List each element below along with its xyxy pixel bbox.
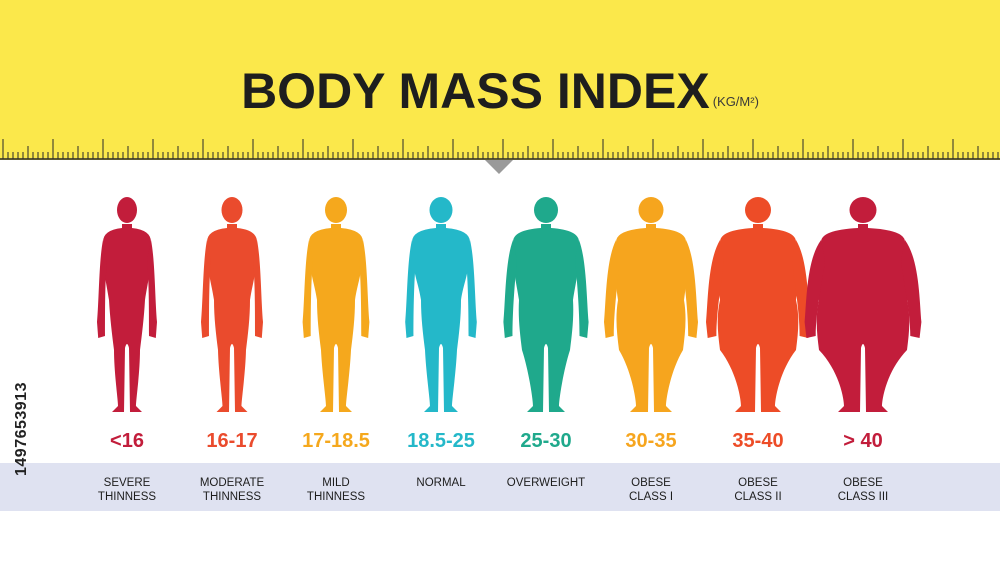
bmi-range-5: 25-30 bbox=[520, 430, 572, 452]
body-silhouette-6 bbox=[604, 197, 698, 412]
left-arm-shape bbox=[804, 240, 825, 338]
bmi-category-1: SEVERE THINNESS bbox=[97, 477, 157, 503]
left-arm-shape bbox=[604, 240, 620, 338]
right-arm-shape bbox=[901, 240, 922, 338]
body-shape bbox=[309, 224, 363, 412]
right-arm-shape bbox=[466, 240, 477, 338]
right-arm-shape bbox=[359, 240, 370, 338]
stock-id-text: 1497653913 bbox=[13, 382, 30, 476]
left-arm-shape bbox=[405, 240, 416, 338]
title-text: BODY MASS INDEX bbox=[241, 63, 710, 119]
bmi-range-6: 30-35 bbox=[625, 430, 677, 452]
right-arm-shape bbox=[575, 240, 589, 338]
body-silhouette-8 bbox=[804, 197, 922, 412]
right-arm-shape bbox=[682, 240, 698, 338]
page-title: BODY MASS INDEX (KG/M²) bbox=[0, 62, 1000, 120]
bmi-category-2: MODERATE THINNESS bbox=[199, 477, 265, 503]
left-arm-shape bbox=[201, 240, 211, 338]
head-shape bbox=[117, 197, 137, 223]
body-shape bbox=[103, 224, 151, 412]
ruler-scale bbox=[0, 139, 1000, 160]
body-silhouette-1 bbox=[97, 197, 157, 412]
head-shape bbox=[429, 197, 453, 223]
left-arm-shape bbox=[302, 240, 313, 338]
head-shape bbox=[534, 197, 558, 223]
body-shape bbox=[816, 224, 910, 412]
bmi-range-4: 18.5-25 bbox=[407, 430, 475, 452]
body-silhouette-4 bbox=[405, 197, 477, 412]
head-shape bbox=[638, 197, 664, 223]
pointer-marker-icon bbox=[485, 160, 513, 174]
body-shape bbox=[615, 224, 687, 412]
bmi-category-7: OBESE CLASS II bbox=[734, 477, 782, 503]
right-arm-shape bbox=[147, 240, 157, 338]
body-silhouette-2 bbox=[201, 197, 263, 412]
body-silhouette-7 bbox=[706, 197, 810, 412]
bmi-range-8: > 40 bbox=[843, 430, 883, 452]
bmi-range-7: 35-40 bbox=[732, 430, 784, 452]
left-arm-shape bbox=[97, 240, 107, 338]
bmi-range-2: 16-17 bbox=[206, 430, 258, 452]
left-arm-shape bbox=[503, 240, 517, 338]
bmi-category-8: OBESE CLASS III bbox=[837, 477, 889, 503]
bmi-category-3: MILD THINNESS bbox=[306, 477, 366, 503]
body-silhouette-5 bbox=[503, 197, 589, 412]
head-shape bbox=[221, 197, 243, 223]
category-band bbox=[0, 463, 1000, 511]
body-shape bbox=[717, 224, 799, 412]
body-silhouette-3 bbox=[302, 197, 370, 412]
bmi-category-4: NORMAL bbox=[416, 477, 466, 489]
body-shape bbox=[412, 224, 470, 412]
head-shape bbox=[745, 197, 771, 223]
stock-id: 1497653913 bbox=[12, 320, 32, 540]
header-banner bbox=[0, 0, 1000, 160]
body-shape bbox=[513, 224, 579, 412]
left-arm-shape bbox=[706, 240, 724, 338]
bmi-category-6: OBESE CLASS I bbox=[628, 477, 674, 503]
right-arm-shape bbox=[253, 240, 263, 338]
figures-row bbox=[0, 190, 1000, 420]
bmi-range-3: 17-18.5 bbox=[302, 430, 370, 452]
bmi-range-1: <16 bbox=[110, 430, 144, 452]
head-shape bbox=[849, 197, 877, 223]
title-unit: (KG/M²) bbox=[712, 94, 759, 109]
body-shape bbox=[207, 224, 257, 412]
bmi-category-5: OVERWEIGHT bbox=[506, 477, 586, 489]
head-shape bbox=[325, 197, 347, 223]
